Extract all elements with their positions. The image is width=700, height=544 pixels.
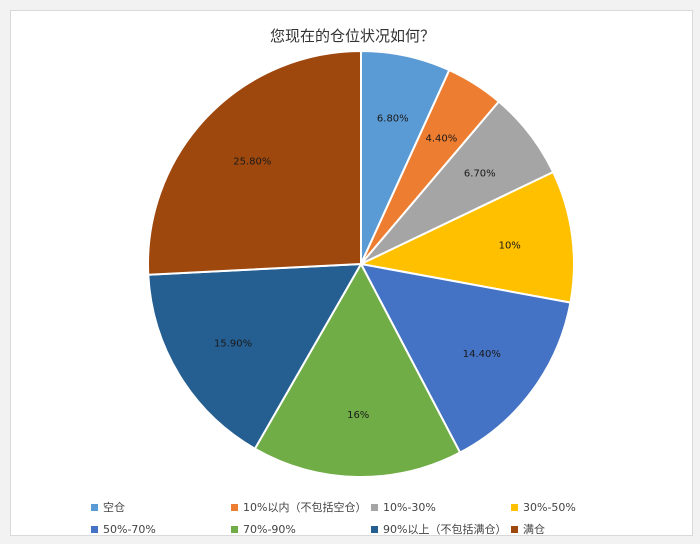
pie-slice <box>357 170 575 304</box>
legend: 空仓 10%以内（不包括空仓） 10%-30% 30%-50% 50%-70% 70%-9… <box>91 499 591 537</box>
slice-value-label: 6.70% <box>464 168 496 179</box>
legend-swatch <box>511 503 518 511</box>
slice-value-label: 14.40% <box>463 349 501 360</box>
legend-label: 90%以上（不包括满仓） <box>383 523 507 536</box>
legend-item: 50%-70% <box>91 521 231 537</box>
legend-swatch <box>371 525 378 533</box>
pie-slice <box>147 262 363 451</box>
slice-value-label: 16% <box>347 410 369 421</box>
legend-item: 70%-90% <box>231 521 371 537</box>
legend-label: 50%-70% <box>103 522 156 536</box>
legend-label: 30%-50% <box>523 500 576 514</box>
chart-panel: 您现在的仓位状况如何？ 6.80% 4.40% 6.70% 10% 14.40% 16% 1… <box>10 10 693 536</box>
legend-swatch <box>511 525 518 533</box>
slice-value-label: 15.90% <box>214 338 252 349</box>
legend-label: 10%以内（不包括空仓） <box>243 501 367 514</box>
legend-label: 满仓 <box>523 523 545 536</box>
legend-label: 空仓 <box>103 501 125 514</box>
legend-item: 满仓 <box>511 521 611 537</box>
legend-label: 10%-30% <box>383 500 436 514</box>
legend-item: 10%-30% <box>371 499 511 515</box>
legend-swatch <box>371 503 378 511</box>
pie-slice <box>147 49 362 276</box>
legend-swatch <box>91 525 98 533</box>
legend-label: 70%-90% <box>243 522 296 536</box>
pie-slice <box>253 261 462 478</box>
slice-value-label: 10% <box>499 240 521 251</box>
slice-value-label: 25.80% <box>233 157 271 168</box>
slice-value-label: 4.40% <box>426 133 458 144</box>
legend-swatch <box>231 525 238 533</box>
chart-title: 您现在的仓位状况如何？ <box>269 27 435 45</box>
legend-swatch <box>231 503 238 511</box>
legend-item: 30%-50% <box>511 499 611 515</box>
legend-item: 90%以上（不包括满仓） <box>371 521 511 537</box>
pie-slice <box>359 262 572 454</box>
pie-chart: 6.80% 4.40% 6.70% 10% 14.40% 16% 15.90% 25.80% <box>147 49 575 478</box>
legend-item: 空仓 <box>91 499 231 515</box>
legend-swatch <box>91 503 98 511</box>
legend-item: 10%以内（不包括空仓） <box>231 499 371 515</box>
slice-value-label: 6.80% <box>377 113 409 124</box>
